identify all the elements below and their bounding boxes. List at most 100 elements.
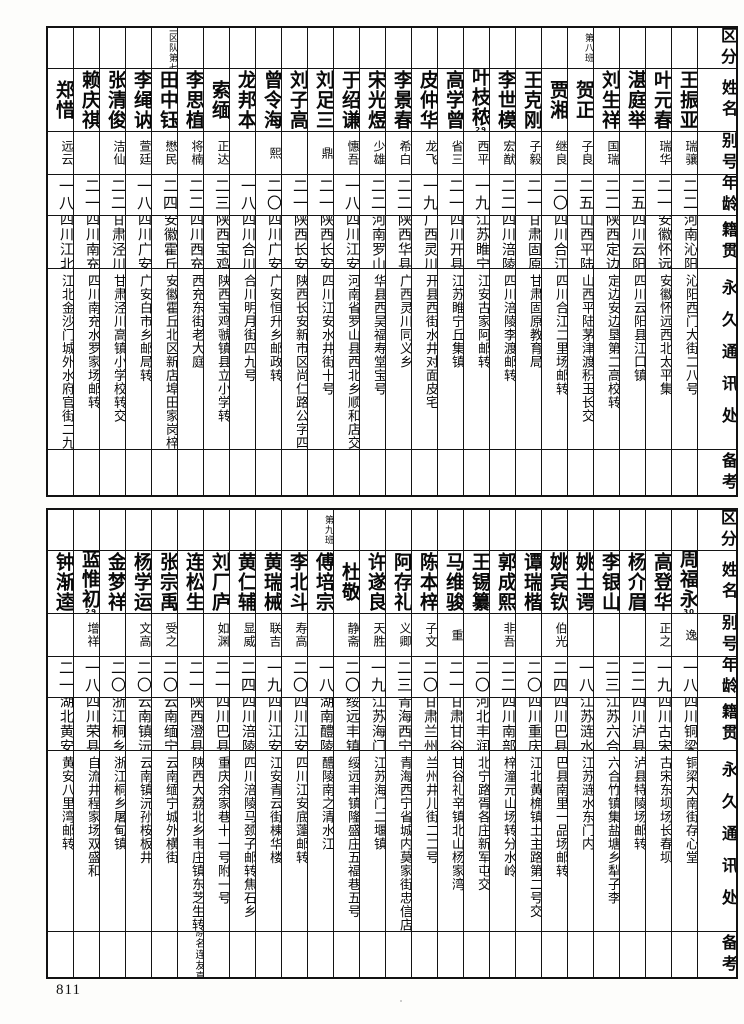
- cell-origin: 青海西宁: [385, 697, 412, 751]
- alias-value: [620, 132, 645, 174]
- cell-age: 二一: [281, 174, 308, 216]
- cell-origin: 甘肃甘谷: [437, 697, 464, 751]
- cell-note: [307, 449, 334, 497]
- age-value: 二一: [525, 178, 541, 212]
- age-value: 二二: [681, 178, 697, 212]
- permanent-address: 江北黄桷镇土主路第二号交: [527, 756, 541, 918]
- alias-value: 鼎: [320, 146, 333, 160]
- age-value: 二二: [395, 178, 411, 212]
- age-value: 一九: [421, 178, 437, 212]
- cell-note: [567, 931, 594, 979]
- cell-note: [281, 931, 308, 979]
- note-value: [126, 450, 151, 495]
- permanent-address: 广安恒升乡邮政转: [267, 274, 281, 382]
- cell-alias: [619, 613, 646, 657]
- permanent-address: 古宋东坝场长春坝: [657, 756, 671, 864]
- permanent-address: 江安青云街棟华楼: [267, 756, 281, 864]
- cell-note: [333, 449, 360, 497]
- note-value: [594, 450, 619, 495]
- origin-value: 四川重庆: [526, 698, 541, 750]
- cell-origin: 四川南充: [73, 215, 100, 269]
- origin-value: 四川合江: [552, 216, 567, 268]
- cell-alias: 希白: [385, 131, 412, 175]
- cell-name: 黄仁辅: [229, 550, 256, 614]
- cell-qufen: 第三区队第七班: [151, 26, 178, 69]
- roster-table-bottom: 第九班 区分 钟渐逵 蓝惟初 29 金梦祥 杨学运 张宗禹 连松生 刘厂庐 黄仁辅 黄瑞械 李北斗 傅培宗…: [46, 508, 738, 979]
- cell-qufen: [671, 508, 698, 551]
- class-group-label: [516, 510, 541, 550]
- permanent-address: 梓潼元山场转分水岭: [501, 756, 515, 878]
- cell-origin: 四川西充: [177, 215, 204, 269]
- cell-name: 王克刚: [515, 68, 542, 132]
- row-header-label: 籍贯: [719, 703, 736, 745]
- cell-age: 二〇: [333, 656, 360, 698]
- cell-qufen: [463, 26, 490, 69]
- origin-value: 云南缅宁: [162, 698, 177, 750]
- cell-name: 李景春: [385, 68, 412, 132]
- note-value: [464, 932, 489, 977]
- cell-origin: 陕西长安: [307, 215, 334, 269]
- cell-age: 一八: [671, 656, 698, 698]
- cell-address: 六合竹镇集盐塘乡犁子李: [593, 750, 620, 932]
- age-value: 二一: [213, 660, 229, 694]
- class-group-label: [620, 28, 645, 68]
- person-name: 李思植: [183, 70, 203, 130]
- cell-qufen: [203, 508, 230, 551]
- cell-age: 二二: [671, 174, 698, 216]
- cell-note: [619, 449, 646, 497]
- roster-row-origin: 四川江北 四川南充 甘肃泾川 四川广安 安徽霍丘 四川西充 陕西宝鸡 四川合川 四川广安 陕西长安…: [46, 215, 738, 269]
- cell-address: 甘谷礼辛镇北山杨家湾: [437, 750, 464, 932]
- cell-origin: 甘肃固原: [515, 215, 542, 269]
- person-name: 高登华: [651, 552, 671, 612]
- cell-alias: 将楠: [177, 131, 204, 175]
- person-name: 李绳讷: [131, 70, 151, 130]
- age-value: 一八: [681, 660, 697, 694]
- permanent-address: 绥远丰镇隆盛庄五福巷五号: [345, 756, 359, 918]
- roster-row-age: 一八 二一 二二 一八 二四 二二 二三 一八 二〇 二一 二一 一八 二二 二二 一九 二一 一九 二二 二一 二〇…: [46, 174, 738, 216]
- cell-note: [359, 931, 386, 979]
- alias-value: 子良: [580, 140, 593, 166]
- note-value: [490, 932, 515, 977]
- age-value: 二二: [369, 178, 385, 212]
- cell-name: 连松生: [177, 550, 204, 614]
- note-value: [204, 450, 229, 495]
- cell-address: 四川南充水罗家场邮转: [73, 268, 100, 450]
- cell-note: [437, 931, 464, 979]
- origin-value: 四川广安: [136, 216, 151, 268]
- cell-age: 二一: [203, 656, 230, 698]
- cell-note: [463, 931, 490, 979]
- cell-alias: 如渊: [203, 613, 230, 657]
- row-header-label: 别号: [719, 132, 736, 174]
- person-name: 连松生: [183, 552, 203, 612]
- person-name: 刘生祥: [599, 70, 619, 130]
- cell-note: [489, 931, 516, 979]
- age-value: 二二: [109, 178, 125, 212]
- cell-qufen: [541, 508, 568, 551]
- alias-value: 瑞华: [658, 140, 671, 166]
- row-header-label: 姓名: [719, 79, 736, 121]
- alias-value: [230, 132, 255, 174]
- cell-origin: 甘肃兰州: [411, 697, 438, 751]
- row-header-label: 别号: [719, 614, 736, 656]
- person-name: 李世模: [495, 70, 515, 130]
- class-group-label: [360, 510, 385, 550]
- age-value: 二一: [655, 178, 671, 212]
- permanent-address: 六合竹镇集盐塘乡犁子李: [605, 756, 619, 905]
- origin-value: 绥远丰镇: [344, 698, 359, 750]
- cell-origin: 四川荣县: [73, 697, 100, 751]
- cell-alias: [515, 613, 542, 657]
- cell-address: 云南镇沅孙桉板井: [125, 750, 152, 932]
- note-value: [126, 932, 151, 977]
- note-value: [386, 450, 411, 495]
- cell-name: 湛庭举: [619, 68, 646, 132]
- permanent-address: 广西灵川同义乡: [397, 274, 411, 369]
- age-value: 一八: [83, 660, 99, 694]
- class-group-label: [204, 28, 229, 68]
- cell-name: 张清俊: [99, 68, 126, 132]
- cell-age: 一八: [333, 174, 360, 216]
- cell-note: [151, 931, 178, 979]
- cell-qufen: [385, 508, 412, 551]
- person-name: 李银山: [599, 552, 619, 612]
- cell-qufen: 第八班: [567, 26, 594, 69]
- alias-value: 国瑞: [606, 140, 619, 166]
